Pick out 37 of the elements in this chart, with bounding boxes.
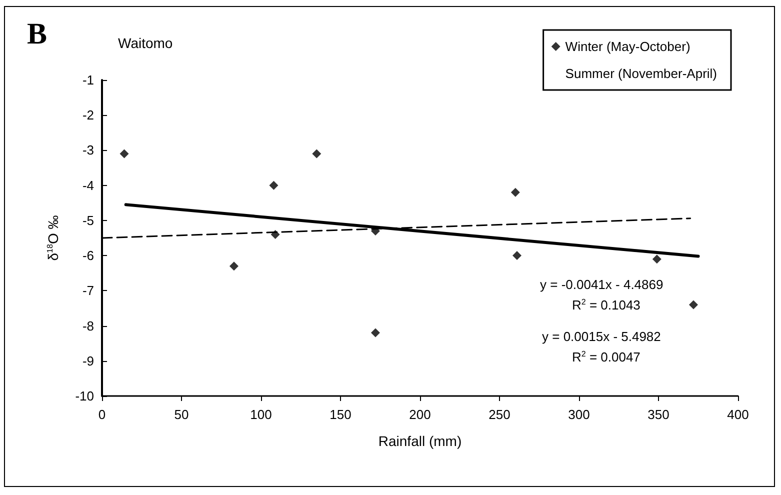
x-axis-title: Rainfall (mm) [378,433,462,449]
x-tick-label: 0 [98,407,106,422]
y-tick-label: -4 [82,178,94,193]
y-tick-label: -2 [82,108,94,123]
point [120,149,129,158]
x-tick-label: 200 [409,407,431,422]
y-tick-label: -7 [82,283,94,298]
point [652,254,662,264]
y-tick-label: -6 [82,248,94,264]
x-tick-label: 150 [330,407,352,422]
point [370,328,380,338]
point [688,300,698,310]
x-tick-label: 250 [488,407,510,422]
point [510,188,520,197]
x-tick-label: 350 [648,407,670,422]
x-tick-label: 100 [250,407,272,422]
y-tick-label: -8 [82,318,94,334]
text: Waitomo [118,35,173,51]
x-tick-label: 50 [174,407,189,422]
y-axis-title: δ18O ‰ [45,215,61,261]
x-tick-label: 400 [727,407,749,422]
y-tick-label: -9 [82,353,94,368]
point [269,180,278,190]
annotation: y = 0.0015x - 5.4982 [542,329,661,344]
y-tick-label: -5 [82,212,94,228]
y-tick-label: -3 [82,142,94,158]
legend-label: Winter (May-October) [565,39,690,54]
chart-title: B [27,18,48,50]
x-tick-label: 300 [568,407,590,422]
point [270,230,280,239]
annotation: y = -0.0041x - 4.4869 [540,277,664,292]
point [312,149,322,158]
y-tick-label: -1 [82,72,94,88]
point [512,251,522,260]
legend-label: Summer (November-April) [565,66,718,81]
point [229,262,238,271]
y-tick-label: -10 [75,388,94,404]
